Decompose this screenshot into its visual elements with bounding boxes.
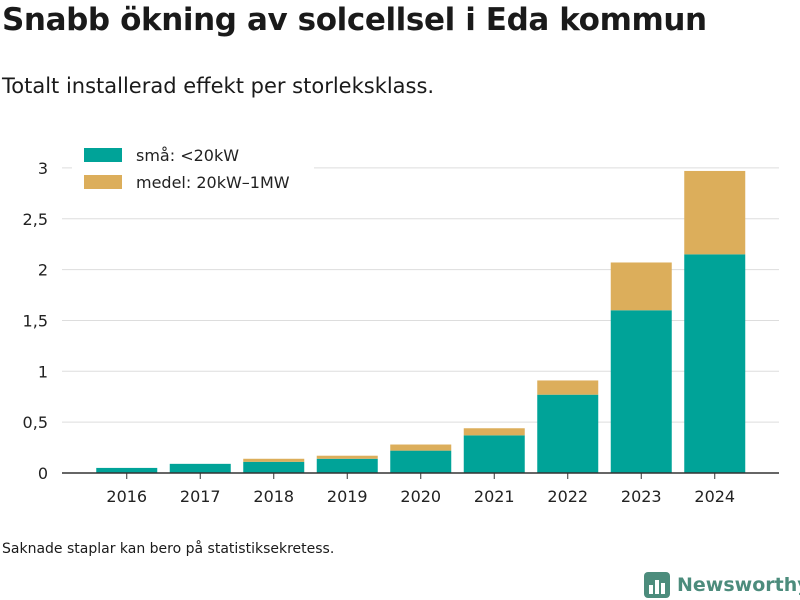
bar-segment-small-2021 [463, 435, 525, 473]
bar-segment-small-2019 [316, 458, 378, 473]
y-tick-labels: 0 0,5 1 1,5 2 2,5 3 [23, 159, 48, 483]
bar-segment-small-2016 [96, 467, 158, 473]
bar-segment-medium-2022 [537, 380, 599, 395]
x-tick-label: 2019 [327, 487, 368, 506]
y-tick-label: 1 [38, 362, 48, 381]
bar-segment-small-2022 [537, 394, 599, 473]
x-tick-label: 2020 [400, 487, 441, 506]
x-tick-labels: 2016 2017 2018 2019 2020 2021 2022 2023 2024 [106, 473, 735, 506]
legend-label: små: <20kW [136, 146, 239, 165]
bar-segment-small-2024 [684, 254, 746, 473]
y-tick-label: 1,5 [23, 311, 48, 330]
y-tick-label: 2,5 [23, 210, 48, 229]
y-tick-label: 2 [38, 261, 48, 280]
x-tick-label: 2018 [253, 487, 294, 506]
legend-swatch [84, 148, 122, 162]
bar-segment-medium-2021 [463, 428, 525, 436]
chart-title: Snabb ökning av solcellsel i Eda kommun [2, 2, 707, 38]
bar-segment-medium-2024 [684, 170, 746, 255]
x-tick-label: 2017 [180, 487, 221, 506]
brand-name: Newsworthy [677, 574, 800, 596]
bar-chart-logo-icon [644, 572, 670, 598]
brand-logo: Newsworthy [644, 570, 800, 600]
bar-segment-medium-2018 [243, 458, 305, 462]
x-tick-label: 2023 [621, 487, 662, 506]
y-tick-label: 0 [38, 464, 48, 483]
y-tick-label: 0,5 [23, 413, 48, 432]
bar-segment-medium-2019 [316, 455, 378, 459]
y-tick-label: 3 [38, 159, 48, 178]
chart-subtitle: Totalt installerad effekt per storlekskl… [2, 74, 435, 98]
bar-segment-small-2020 [390, 450, 452, 473]
x-tick-label: 2016 [106, 487, 147, 506]
x-tick-label: 2022 [547, 487, 588, 506]
bar-segment-medium-2020 [390, 444, 452, 451]
bar-segment-small-2018 [243, 461, 305, 473]
legend-swatch [84, 175, 122, 189]
bars [96, 170, 746, 473]
x-tick-label: 2024 [694, 487, 735, 506]
footnote: Saknade staplar kan bero på statistiksek… [2, 541, 335, 557]
legend-label: medel: 20kW–1MW [136, 173, 290, 192]
x-tick-label: 2021 [474, 487, 515, 506]
bar-segment-small-2017 [169, 463, 231, 473]
bar-segment-small-2023 [610, 310, 672, 473]
bar-segment-medium-2023 [610, 262, 672, 311]
legend: små: <20kW medel: 20kW–1MW [72, 140, 314, 198]
